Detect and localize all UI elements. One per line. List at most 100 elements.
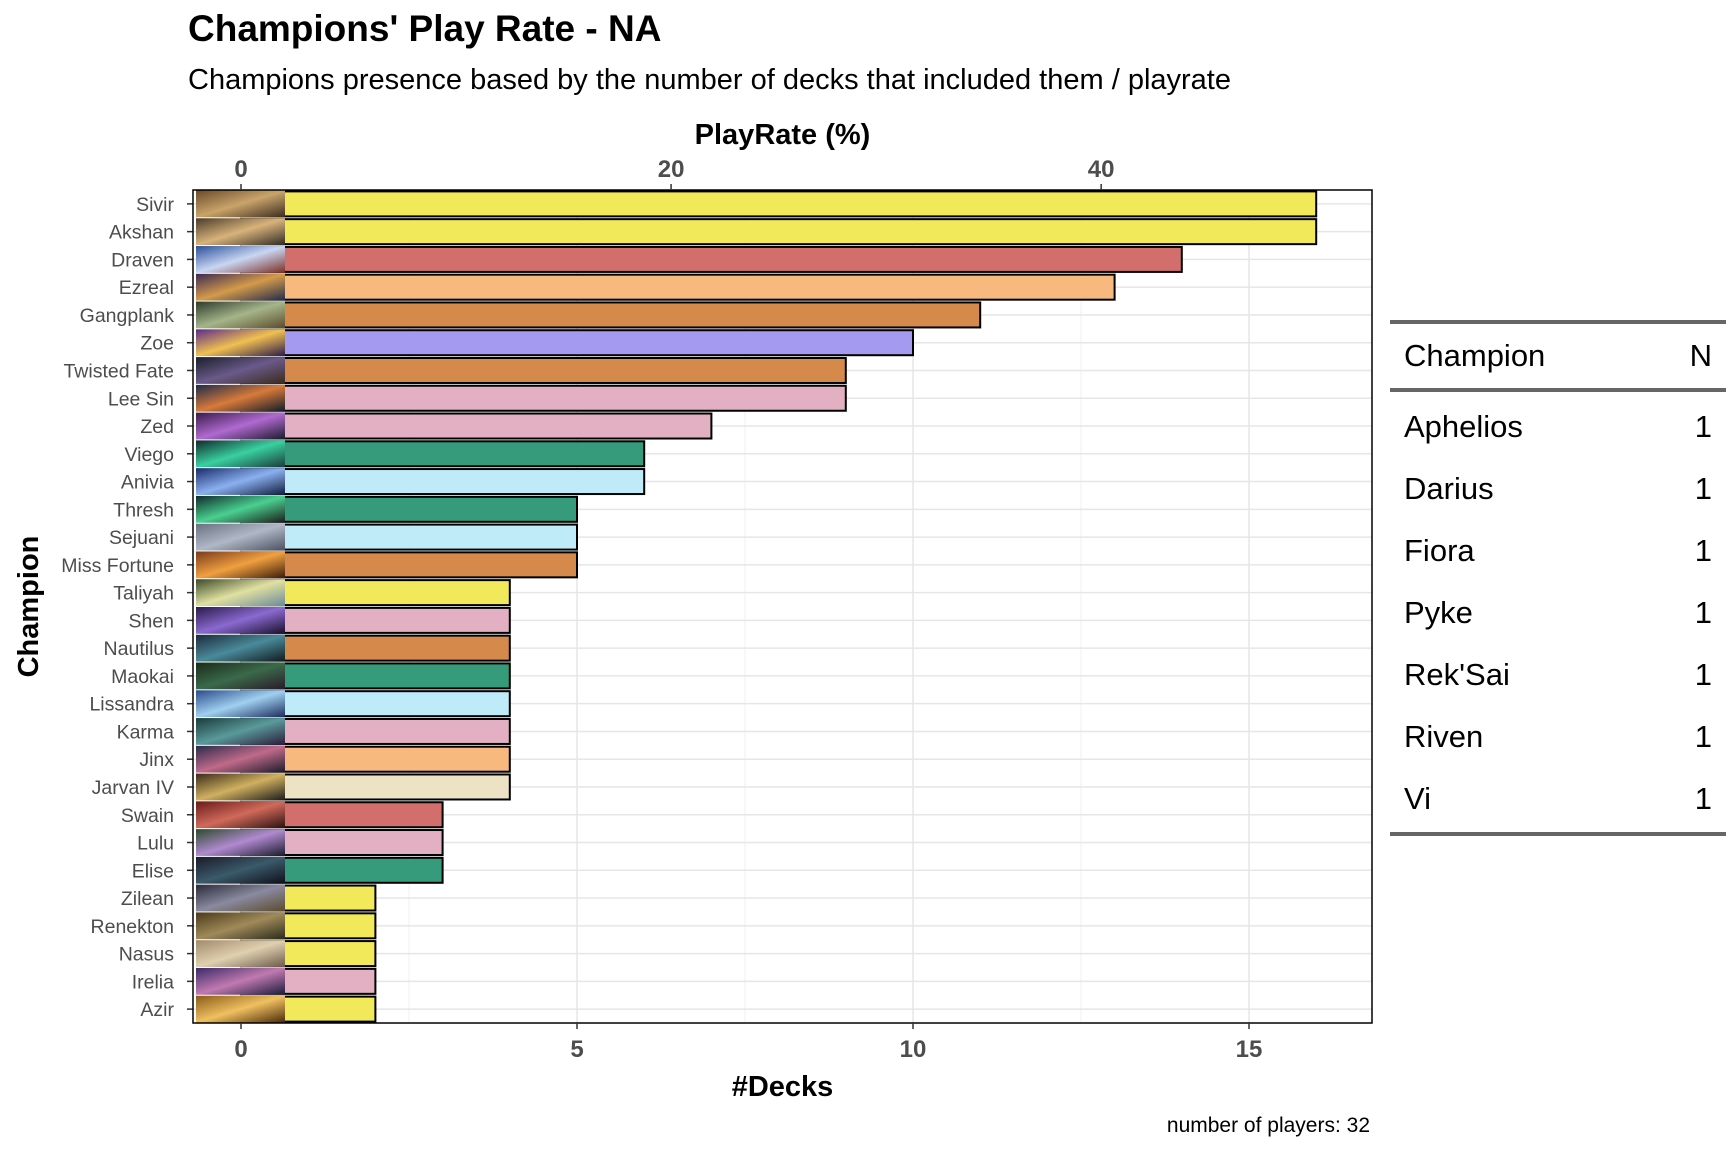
table-cell-n: 1 <box>1694 657 1712 692</box>
table-body: Aphelios 1 Darius 1 Fiora 1 Pyke 1 Rek'S… <box>1390 392 1726 832</box>
secondary-x-tick-label: 0 <box>234 156 247 183</box>
bar <box>240 523 578 551</box>
table-row: Vi 1 <box>1390 768 1726 830</box>
table-row: Rek'Sai 1 <box>1390 644 1726 706</box>
champion-thumbnail <box>196 718 285 745</box>
x-tick-label: 10 <box>900 1036 927 1063</box>
bar <box>240 218 1318 246</box>
champion-thumbnail <box>196 412 285 440</box>
y-tick-label: Ezreal <box>119 277 174 299</box>
champion-thumbnail <box>196 856 285 884</box>
champion-thumbnail <box>196 246 285 273</box>
table-row: Darius 1 <box>1390 458 1726 520</box>
chart-subtitle: Champions presence based by the number o… <box>188 64 1231 96</box>
x-tick-label: 15 <box>1236 1036 1263 1063</box>
y-tick-label: Thresh <box>113 499 174 521</box>
y-tick-label: Zilean <box>121 888 174 910</box>
y-tick-label: Maokai <box>111 666 174 688</box>
plot-panel <box>193 190 1372 1023</box>
bar <box>240 634 511 662</box>
champion-thumbnail <box>196 634 285 662</box>
table-header: Champion N <box>1390 324 1726 388</box>
bar <box>240 662 511 690</box>
bar <box>240 356 847 384</box>
champion-thumbnail <box>196 829 285 856</box>
x-tick-label: 0 <box>234 1036 247 1063</box>
table-cell-champion: Fiora <box>1404 533 1475 568</box>
y-tick-label: Zoe <box>140 333 174 355</box>
champion-thumbnail <box>196 745 285 773</box>
champion-thumbnail <box>196 940 285 967</box>
chart-title: Champions' Play Rate - NA <box>188 8 662 49</box>
champion-thumbnail <box>196 884 285 912</box>
y-tick-label: Miss Fortune <box>61 555 174 577</box>
champion-thumbnail <box>196 329 285 357</box>
bar <box>240 745 511 773</box>
bar <box>240 690 511 718</box>
champion-thumbnail <box>196 967 285 995</box>
bar <box>240 412 713 440</box>
champion-thumbnail <box>196 190 285 218</box>
table-cell-champion: Rek'Sai <box>1404 657 1510 692</box>
y-axis-title: Champion <box>13 536 45 678</box>
y-tick-label: Taliyah <box>113 583 174 605</box>
champion-thumbnail <box>196 384 285 412</box>
y-tick-label: Lee Sin <box>108 388 174 410</box>
column-header-n: N <box>1689 338 1712 373</box>
unplotted-champions-table: Champion N Aphelios 1 Darius 1 Fiora 1 P… <box>1390 320 1726 836</box>
y-tick-label: Irelia <box>132 971 174 993</box>
champion-thumbnail <box>196 801 285 829</box>
player-count-caption: number of players: 32 <box>1166 1114 1370 1137</box>
table-cell-n: 1 <box>1694 471 1712 506</box>
bar <box>240 329 914 357</box>
y-tick-label: Nasus <box>119 944 175 966</box>
y-tick-label: Lulu <box>137 833 174 855</box>
table-top-rule <box>1390 320 1726 324</box>
bar <box>240 468 646 496</box>
champion-thumbnail <box>196 357 285 384</box>
secondary-x-tick-label: 20 <box>658 156 685 183</box>
y-tick-label: Jarvan IV <box>92 777 174 799</box>
champion-thumbnail <box>196 218 285 246</box>
bar <box>240 579 511 607</box>
table-row: Riven 1 <box>1390 706 1726 768</box>
table-row: Pyke 1 <box>1390 582 1726 644</box>
y-tick-label: Twisted Fate <box>63 360 174 382</box>
secondary-x-tick-label: 40 <box>1088 156 1115 183</box>
bar <box>240 190 1318 218</box>
table-header-rule <box>1390 388 1726 392</box>
table-cell-n: 1 <box>1694 595 1712 630</box>
y-tick-label: Elise <box>132 860 174 882</box>
champion-thumbnail <box>196 523 285 551</box>
plot-border <box>192 189 1373 1024</box>
table-cell-n: 1 <box>1694 719 1712 754</box>
champion-thumbnail <box>196 690 285 718</box>
champion-thumbnail <box>196 495 285 523</box>
y-tick-label: Draven <box>111 249 174 271</box>
y-tick-label: Karma <box>117 721 175 743</box>
table-cell-champion: Vi <box>1404 781 1432 816</box>
bar <box>240 551 578 579</box>
champion-thumbnail <box>196 468 285 495</box>
y-tick-label: Sivir <box>136 194 174 216</box>
champion-thumbnail <box>196 773 285 801</box>
bar <box>240 440 646 468</box>
champion-thumbnail <box>196 662 285 690</box>
y-tick-label: Swain <box>121 805 174 827</box>
table-row: Fiora 1 <box>1390 520 1726 582</box>
bar <box>240 606 511 634</box>
table-cell-n: 1 <box>1694 533 1712 568</box>
table-cell-champion: Riven <box>1404 719 1484 754</box>
y-tick-label: Anivia <box>121 472 174 494</box>
table-cell-champion: Darius <box>1404 471 1494 506</box>
y-tick-label: Nautilus <box>104 638 175 660</box>
champion-thumbnail <box>196 607 285 634</box>
y-tick-label: Akshan <box>109 222 174 244</box>
y-tick-label: Gangplank <box>80 305 175 327</box>
bar <box>240 245 1183 273</box>
champion-thumbnail <box>196 301 285 329</box>
y-tick-label: Shen <box>128 610 174 632</box>
x-axis-title: #Decks <box>732 1071 834 1103</box>
column-header-champion: Champion <box>1404 338 1546 373</box>
champion-thumbnail <box>196 440 285 468</box>
